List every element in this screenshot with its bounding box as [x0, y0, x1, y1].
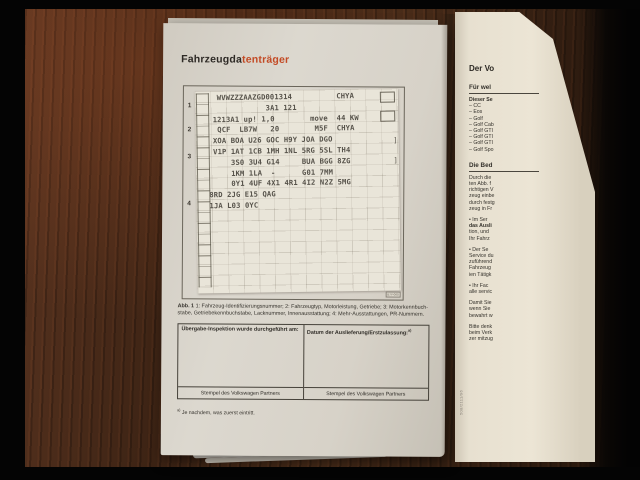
- paragraph-line: beim Verk: [469, 330, 493, 337]
- right-page-heading: Der Vo: [469, 64, 495, 73]
- paragraph-line: ten Abb. f: [469, 181, 491, 188]
- footnote: a) Je nachdem, was zuerst eintritt.: [177, 407, 255, 416]
- paragraph-line: bewahrt w: [469, 312, 493, 319]
- paragraph-line: zer mitzug: [469, 336, 493, 343]
- bullet-line: tion, und: [469, 229, 489, 236]
- bullet-line: Ihr Fahrz: [469, 235, 490, 242]
- bullet-line: alle servic: [469, 289, 493, 296]
- right-page-content: Der Vo Für wel Dieser Se – CC – Eos – Go…: [469, 64, 589, 343]
- bullet-line: ien Tätigk: [469, 271, 492, 278]
- figure-caption-label: Abb. 1: [177, 303, 195, 310]
- bullet-line: Service du: [469, 253, 494, 260]
- sticker-line-pr-3: 3S0 3U4 G14 BUA BGG 8ZG: [208, 155, 351, 168]
- bullet-line: zuführend: [469, 259, 493, 266]
- delivery-stamp-area: [304, 338, 429, 388]
- page-gutter-shadow: [441, 14, 459, 460]
- sticker-line-pr-4: 1KM 1LA - G01 7MM: [208, 167, 334, 178]
- footnote-text: Je nachdem, was zuerst eintritt.: [180, 409, 255, 417]
- sticker-bracket-1: ]: [393, 136, 398, 145]
- inspection-stamp-table: Übergabe-Inspektion wurde durchgeführt a…: [177, 323, 430, 401]
- model-list-item: – Golf Spo: [469, 146, 494, 153]
- page-title: Fahrzeugdatenträger: [181, 53, 289, 66]
- sticker-line-pr-2: V1P 1AT 1CB 1MH 1NL 5RG 5SL TH4: [208, 145, 351, 157]
- model-list-item: – Golf: [469, 115, 483, 122]
- serviceplan-left-page: Fahrzeugdatenträger 1 2 3 4 ] ] WVWZZZAA…: [160, 23, 448, 457]
- figure-row-number-1: 1: [187, 102, 192, 110]
- delivery-header-superscript: a): [407, 328, 412, 333]
- print-code-vertical: 508/2111/96: [458, 390, 464, 415]
- wooden-table-background: Fahrzeugdatenträger 1 2 3 4 ] ] WVWZZZAA…: [25, 9, 640, 467]
- bullet-line: Fahrzeug: [469, 265, 491, 272]
- sticker-right-box-2: [380, 110, 396, 122]
- sticker-line-vin: WVWZZZAAZGD001314 CHYA: [207, 91, 355, 103]
- model-list-item: – Golf GTI: [469, 128, 493, 135]
- paragraph-line: zeug einbe: [469, 193, 495, 200]
- paragraph-line: Damit Sie: [469, 300, 492, 307]
- sticker-bracket-2: ]: [393, 156, 398, 165]
- paragraph-line: wenn Sie: [469, 306, 491, 313]
- bullet-line: • Ihr Fac: [469, 282, 489, 289]
- section-heading-meaning: Die Bed: [469, 162, 539, 172]
- vehicle-data-figure-box: 1 2 3 4 ] ] WVWZZZAAZGD001314 CHYA 3A1 1…: [181, 85, 405, 301]
- model-list-item: – Golf Cab: [469, 121, 494, 128]
- figure-row-number-3: 3: [187, 153, 192, 161]
- stamp-table-col-delivery: Datum der Auslieferung/Erstzulassung:a) …: [302, 324, 429, 400]
- figure-row-number-4: 4: [187, 200, 191, 208]
- delivery-stamp-label: Stempel des Volkswagen Partners: [303, 387, 429, 400]
- paragraph-line: zeug in Fr: [469, 205, 493, 212]
- delivery-header-text: Datum der Auslieferung/Erstzulassung:: [306, 329, 408, 337]
- paragraph-line: Bitte denk: [469, 323, 493, 330]
- sticker-line-extras-1: 8RD 2JG E15 QAG: [209, 189, 276, 200]
- section1-intro: Dieser Se: [469, 97, 493, 103]
- figure-caption-line2: stabe, Getriebekennbuchstabe, Lacknummer…: [177, 309, 425, 318]
- inspection-stamp-label: Stempel des Volkswagen Partners: [178, 386, 303, 399]
- page-title-red: tenträger: [242, 53, 290, 66]
- sticker-line-pr-1: XOA BOA U26 GOC H9Y JOA DGO: [208, 134, 333, 146]
- sticker-line-model: 1213A1 up! 1,0 move 44 KW: [208, 112, 359, 124]
- page-title-black: Fahrzeugda: [181, 53, 243, 66]
- paragraph-line: Durch die: [469, 174, 492, 181]
- section-heading-vehicles: Für wel: [469, 84, 539, 94]
- serviceplan-right-page: Der Vo Für wel Dieser Se – CC – Eos – Go…: [455, 12, 595, 462]
- paragraph-line: durch festg: [469, 199, 495, 206]
- figure-reference-code: B7Y-060: [385, 291, 401, 298]
- delivery-header: Datum der Auslieferung/Erstzulassung:a): [304, 325, 429, 339]
- sticker-line-codes-1: QCF LB7W 20 M5F CHYA: [208, 123, 355, 135]
- vehicle-data-sticker: ] ] WVWZZZAAZGD001314 CHYA 3A1 121 1213A…: [194, 88, 401, 294]
- sticker-line-pr-5: 0Y1 4UF 4X1 4R1 4I2 N2Z 5MG: [209, 177, 351, 189]
- paragraph-line: richtigen V: [469, 187, 494, 194]
- model-list-item: – Golf GTI: [469, 140, 493, 147]
- stamp-table-col-inspection: Übergabe-Inspektion wurde durchgeführt a…: [178, 324, 303, 399]
- sticker-line-type: 3A1 121: [208, 102, 297, 114]
- model-list-item: – Golf GTI: [469, 134, 493, 141]
- sticker-right-box-1: [379, 91, 395, 103]
- inspection-stamp-area: [178, 334, 303, 387]
- bullet-line: • Im Ser: [469, 217, 488, 224]
- sticker-line-extras-2: 1JA L03 0YC: [209, 200, 259, 211]
- model-list-item: – Eos: [469, 109, 483, 116]
- bullet-line: • Der Se: [469, 246, 489, 253]
- figure-caption: Abb. 1 1: Fahrzeug-Identifizierungsnumme…: [178, 303, 434, 318]
- bullet-line: das Ausli: [469, 223, 492, 230]
- model-list-item: – CC: [469, 103, 481, 110]
- figure-row-number-2: 2: [187, 126, 192, 134]
